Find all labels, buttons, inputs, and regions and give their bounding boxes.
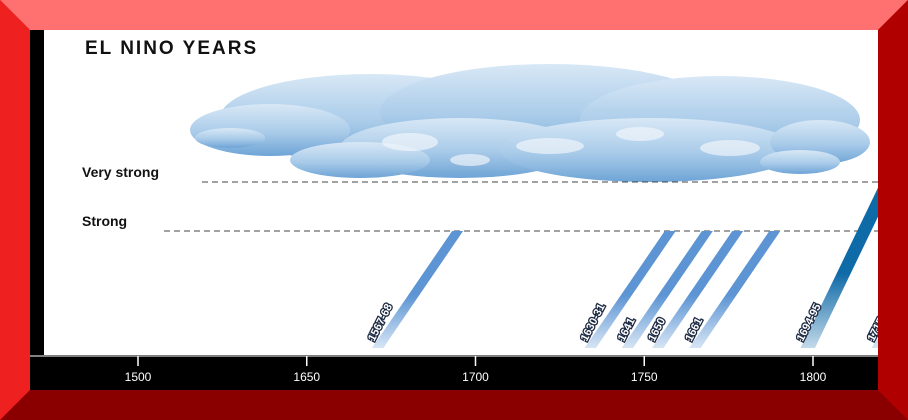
chart-panel: EL NINO YEARS [30,30,878,390]
x-axis-ticks: 1550150016501700175018001850190019502000 [30,355,878,384]
frame-bevel-left [0,0,30,420]
event-bar-shade-1715-16 [871,338,878,348]
x-tick-label-1650: 1650 [293,370,320,384]
frame-bevel-right [878,0,908,420]
chart-title: EL NINO YEARS [85,38,259,59]
x-tick-label-1750: 1750 [631,370,658,384]
event-bar-shade-1567-68 [372,231,464,348]
level-label-strong: Strong [82,213,127,229]
strength-level-lines: Very strong Strong [82,164,878,232]
frame-bevel-top [0,0,908,30]
level-label-very-strong: Very strong [82,164,159,180]
event-bar-shade-1661 [689,231,781,348]
event-bar-shade-1630-31 [584,231,676,348]
event-label-1715-16: 1715-16 [866,302,878,343]
x-tick-label-1700: 1700 [462,370,489,384]
event-bars [372,187,878,348]
left-black-strip [30,30,44,390]
x-axis-band [30,355,878,390]
event-bar-shade-1641 [621,231,713,348]
event-bar-shade-1694-95 [800,187,878,348]
x-tick-label-1800: 1800 [800,370,827,384]
x-tick-label-1500: 1500 [125,370,152,384]
frame-bevel-bottom [0,390,908,420]
cloud-illustration [190,64,870,182]
event-bar-shade-1650 [652,231,744,348]
